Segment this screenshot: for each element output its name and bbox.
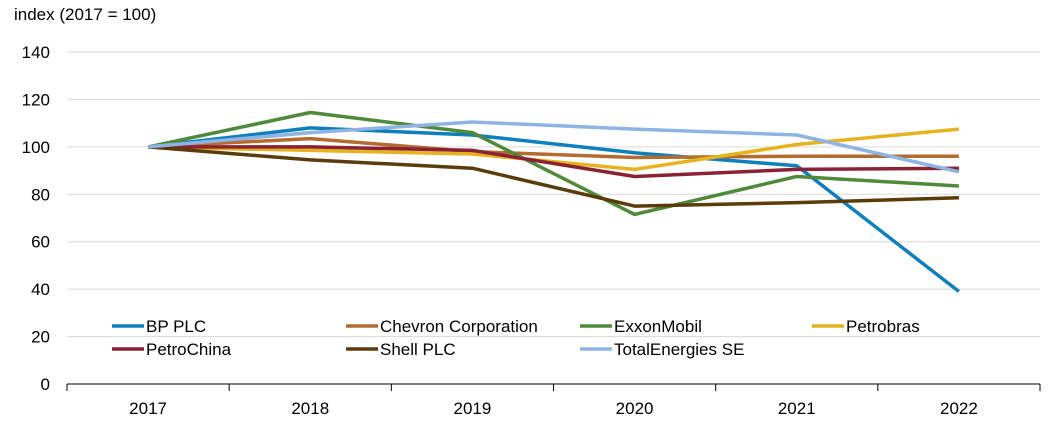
x-axis: 2017 2018 2019 2020 2021 2022 bbox=[66, 383, 1041, 418]
legend-label-exxonmobil: ExxonMobil bbox=[614, 317, 702, 336]
series-line-bp-plc bbox=[147, 126, 960, 293]
x-tick-label: 2021 bbox=[778, 399, 816, 418]
legend-label-bp-plc: BP PLC bbox=[146, 317, 206, 336]
y-tick-label: 100 bbox=[22, 138, 50, 157]
y-tick-label: 0 bbox=[41, 375, 50, 394]
series-lines bbox=[147, 110, 960, 293]
x-tick-label: 2020 bbox=[616, 399, 654, 418]
legend-label-chevron-corporation: Chevron Corporation bbox=[380, 317, 538, 336]
series-line-petrochina bbox=[148, 145, 959, 179]
legend-label-totalenergies-se: TotalEnergies SE bbox=[614, 340, 744, 359]
y-tick-label: 40 bbox=[31, 280, 50, 299]
series-line-totalenergies-se bbox=[147, 120, 960, 174]
x-tick-label: 2022 bbox=[940, 399, 978, 418]
x-tick-label: 2018 bbox=[291, 399, 329, 418]
legend: BP PLC Chevron Corporation ExxonMobil Petro… bbox=[112, 317, 920, 359]
x-tick-label: 2019 bbox=[454, 399, 492, 418]
series-line-chevron-corporation bbox=[148, 136, 959, 160]
series-line-shell-plc bbox=[147, 145, 959, 208]
y-axis-ticks: 0 20 40 60 80 100 120 140 bbox=[22, 43, 50, 394]
gridlines bbox=[67, 51, 1040, 338]
y-tick-label: 60 bbox=[31, 233, 50, 252]
legend-label-petrochina: PetroChina bbox=[146, 340, 232, 359]
legend-label-shell-plc: Shell PLC bbox=[380, 340, 456, 359]
y-tick-label: 140 bbox=[22, 43, 50, 62]
y-axis-title: index (2017 = 100) bbox=[14, 5, 156, 24]
legend-label-petrobras: Petrobras bbox=[846, 317, 920, 336]
y-tick-label: 80 bbox=[31, 185, 50, 204]
x-tick-label: 2017 bbox=[129, 399, 167, 418]
y-tick-label: 20 bbox=[31, 328, 50, 347]
series-line-exxonmobil bbox=[147, 110, 960, 217]
y-tick-label: 120 bbox=[22, 90, 50, 109]
